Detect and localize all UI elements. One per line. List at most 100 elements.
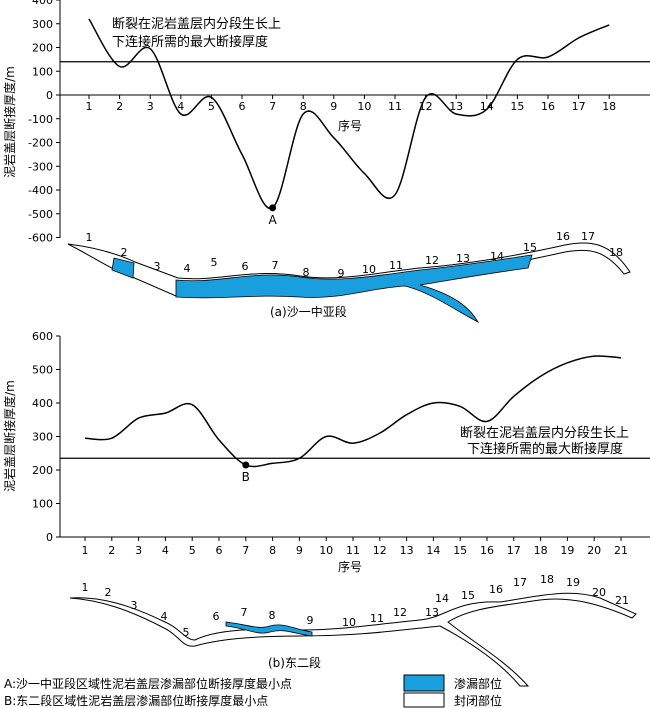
profile-b-section-label-3: 4 <box>161 610 168 623</box>
chart-a-ytick-label-9: -500 <box>28 208 53 221</box>
profile-b-section-label-15: 16 <box>489 583 503 596</box>
profile-b-section-label-20: 21 <box>615 594 629 607</box>
legend-sealed-label: 封闭部位 <box>454 693 502 708</box>
chart-a-caption: (a)沙一中亚段 <box>270 304 347 319</box>
chart-b-xtick-label-2: 3 <box>135 544 142 557</box>
profile-a-leak-segment-4-15 <box>175 254 533 323</box>
chart-b-xtick-label-18: 19 <box>560 544 574 557</box>
chart-a: 泥岩盖层断接厚度/m 400 300 200 100 0 -100 -200 -300 -400… <box>2 0 650 245</box>
profile-b-sealed-body <box>69 592 637 687</box>
legend-sealed-swatch <box>403 692 445 708</box>
chart-a-xtick-label-16: 17 <box>572 100 586 113</box>
profile-a-section-label-9: 10 <box>362 263 376 276</box>
profile-b-leak-segment-7-9 <box>225 621 313 637</box>
chart-b-xtick-label-5: 6 <box>216 544 223 557</box>
profile-b-section-label-6: 7 <box>241 606 248 619</box>
chart-b-xtick-label-13: 14 <box>426 544 440 557</box>
chart-a-threshold-label-2: 下连接所需的最大断接厚度 <box>112 34 268 50</box>
chart-b-min-point-label: B <box>242 470 250 484</box>
chart-b-ytick-label-1: 500 <box>32 364 53 377</box>
chart-b-xtick-label-20: 21 <box>614 544 628 557</box>
chart-a-series-line <box>88 18 610 210</box>
chart-b-xtick-label-12: 13 <box>400 544 414 557</box>
profile-b-section-label-12: 13 <box>425 606 439 619</box>
chart-a-ytick-label-6: -200 <box>28 137 53 150</box>
chart-a-ytick-label-7: -300 <box>28 160 53 173</box>
chart-b-xtick-label-14: 15 <box>453 544 467 557</box>
chart-b-y-ticks: 600 500 400 300 200 100 0 <box>32 330 60 544</box>
chart-b-xtick-label-16: 17 <box>507 544 521 557</box>
profile-b-section-label-18: 19 <box>566 576 580 589</box>
profile-b-section-label-8: 9 <box>307 614 314 627</box>
profile-b-section-label-11: 12 <box>393 606 407 619</box>
chart-a-ytick-label-2: 200 <box>32 42 53 55</box>
profile-b-section-label-16: 17 <box>513 576 527 589</box>
chart-b-series-line <box>84 355 622 468</box>
chart-a-ytick-label-4: 0 <box>46 89 53 102</box>
legend: A:沙一中亚段区域性泥岩盖层渗漏部位断接厚度最小点 B:东二段区域性泥岩盖层渗漏… <box>4 674 502 708</box>
profile-a-section-label-15: 16 <box>556 230 570 243</box>
chart-b-xtick-label-8: 9 <box>296 544 303 557</box>
chart-b-xtick-label-1: 2 <box>108 544 115 557</box>
profile-b-section-label-17: 18 <box>540 573 554 586</box>
chart-b-xtick-label-7: 8 <box>269 544 276 557</box>
chart-a-xtick-label-8: 9 <box>330 100 337 113</box>
profile-b-section-label-13: 14 <box>435 592 449 605</box>
chart-a-min-point <box>269 204 277 212</box>
profile-b-section-label-9: 10 <box>342 616 356 629</box>
chart-b-xlabel: 序号 <box>338 559 362 574</box>
profile-b-section-label-0: 1 <box>82 581 89 594</box>
chart-b-ytick-label-3: 300 <box>32 431 53 444</box>
legend-note-b: B:东二段区域性泥岩盖层渗漏部位断接厚度最小点 <box>4 693 268 708</box>
chart-b-ytick-label-5: 100 <box>32 498 53 511</box>
chart-b-xtick-label-15: 16 <box>480 544 494 557</box>
profile-a-section-label-8: 9 <box>338 267 345 280</box>
profile-a-section-label-12: 13 <box>456 252 470 265</box>
profile-a-section-label-1: 2 <box>121 246 128 259</box>
chart-b-ytick-label-2: 400 <box>32 397 53 410</box>
chart-a-threshold-label-1: 断裂在泥岩盖层内分段生长上 <box>112 16 281 32</box>
chart-a-xtick-label-17: 18 <box>602 100 616 113</box>
profile-b-section-label-1: 2 <box>105 586 112 599</box>
chart-b-xtick-label-0: 1 <box>82 544 89 557</box>
profile-a-section-label-13: 14 <box>490 250 504 263</box>
chart-a-x-ticks: 1 2 3 4 5 6 7 8 9 10 11 12 13 14 15 16 17 18 <box>86 95 616 113</box>
chart-b-ylabel: 泥岩盖层断接厚度/m <box>2 380 17 492</box>
profile-a-section-label-2: 3 <box>154 260 161 273</box>
profile-a-section-label-17: 18 <box>609 246 623 259</box>
chart-a-ytick-label-1: 300 <box>32 18 53 31</box>
chart-a-ytick-label-8: -400 <box>28 184 53 197</box>
chart-a-xtick-label-15: 16 <box>541 100 555 113</box>
chart-b-ytick-label-0: 600 <box>32 330 53 343</box>
chart-b-xtick-label-11: 12 <box>373 544 387 557</box>
chart-a-ytick-label-3: 100 <box>32 65 53 78</box>
profile-a-section-label-0: 1 <box>86 231 93 244</box>
chart-b-xtick-label-3: 4 <box>162 544 169 557</box>
chart-b-xtick-label-17: 18 <box>534 544 548 557</box>
profile-a-section-label-5: 6 <box>242 260 249 273</box>
chart-a-xtick-label-6: 7 <box>269 100 276 113</box>
profile-a-section-label-4: 5 <box>211 256 218 269</box>
chart-a-xlabel: 序号 <box>338 118 362 133</box>
chart-a-ytick-label-0: 400 <box>32 0 53 7</box>
profile-b-section-label-5: 6 <box>213 610 220 623</box>
chart-a-xtick-label-2: 3 <box>147 100 154 113</box>
chart-a-ytick-label-5: -100 <box>28 113 53 126</box>
chart-b-threshold-label-1: 断裂在泥岩盖层内分段生长上 <box>460 425 629 441</box>
chart-b-xtick-label-4: 5 <box>189 544 196 557</box>
legend-leak-label: 渗漏部位 <box>454 676 502 691</box>
legend-note-a: A:沙一中亚段区域性泥岩盖层渗漏部位断接厚度最小点 <box>4 676 292 691</box>
profile-a-section-label-11: 12 <box>425 254 439 267</box>
chart-a-ylabel: 泥岩盖层断接厚度/m <box>2 66 17 178</box>
chart-a-xtick-label-3: 4 <box>177 100 184 113</box>
chart-b-x-ticks: 1 2 3 4 5 6 7 8 9 10 11 12 13 14 15 16 17 18 19 20 21 <box>82 537 628 557</box>
profile-b-section-label-4: 5 <box>183 626 190 639</box>
profile-a-section-label-16: 17 <box>581 230 595 243</box>
chart-a-xtick-label-4: 5 <box>208 100 215 113</box>
profile-b-section-label-14: 15 <box>461 589 475 602</box>
profile-a-section-label-3: 4 <box>184 262 191 275</box>
